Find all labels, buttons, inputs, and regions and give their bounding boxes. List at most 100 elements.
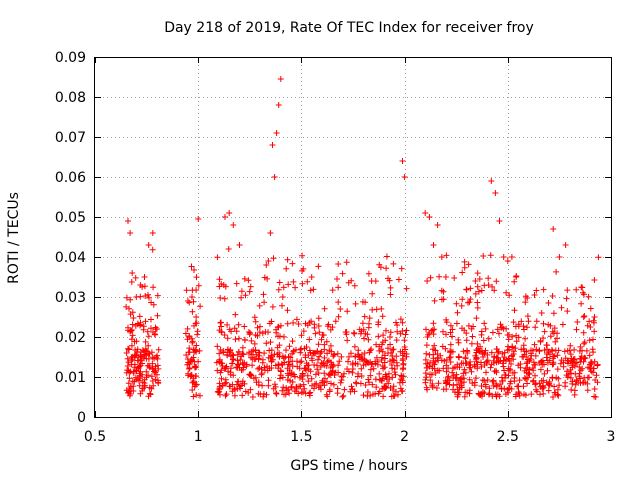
data-point <box>329 368 336 375</box>
data-point <box>148 373 155 380</box>
data-point <box>458 302 465 309</box>
data-point <box>422 370 429 377</box>
data-point <box>540 335 546 342</box>
data-point <box>289 260 296 267</box>
data-point <box>447 354 454 360</box>
data-point <box>506 292 513 299</box>
data-point <box>373 384 380 391</box>
data-point <box>593 372 600 379</box>
data-point <box>193 314 200 320</box>
data-point <box>130 315 137 321</box>
data-point <box>215 389 222 396</box>
data-point <box>126 375 133 382</box>
data-point <box>271 381 278 388</box>
data-point <box>146 294 152 301</box>
data-point <box>373 354 380 361</box>
data-point <box>131 352 138 359</box>
data-point <box>461 379 467 386</box>
y-axis-tick-labels: 0 0.01 0.02 0.03 0.04 0.05 0.06 0.07 0.08 0.09 <box>55 50 86 426</box>
data-point <box>317 382 324 389</box>
data-point <box>503 325 510 332</box>
data-point <box>358 328 365 335</box>
data-point <box>221 332 228 338</box>
data-point <box>513 338 520 345</box>
data-point <box>553 268 560 275</box>
data-point <box>458 384 465 391</box>
data-point <box>457 376 464 383</box>
data-point <box>194 331 201 338</box>
data-point <box>335 284 342 291</box>
data-point <box>541 328 548 335</box>
data-point <box>591 277 598 283</box>
data-point <box>561 348 568 355</box>
data-point <box>312 371 319 378</box>
data-point <box>351 330 358 337</box>
data-point <box>346 353 352 360</box>
data-point <box>453 320 460 327</box>
data-point <box>295 321 302 327</box>
data-point <box>460 360 467 367</box>
data-point <box>234 364 241 371</box>
data-point <box>449 333 456 340</box>
data-point <box>237 356 244 363</box>
data-point <box>197 303 204 310</box>
data-point <box>235 321 242 328</box>
data-point <box>264 275 271 282</box>
data-point <box>383 327 389 334</box>
data-point <box>257 391 264 398</box>
data-point <box>426 351 433 358</box>
data-point <box>390 346 397 353</box>
data-point <box>531 292 538 298</box>
data-point <box>387 329 394 336</box>
data-point <box>424 334 431 340</box>
data-point <box>236 242 243 248</box>
data-point <box>365 270 372 277</box>
data-point <box>305 378 312 385</box>
data-point <box>320 379 327 386</box>
data-point <box>276 349 283 356</box>
data-point <box>265 377 272 384</box>
data-point <box>242 337 248 344</box>
data-point <box>367 347 374 354</box>
data-point <box>149 246 156 253</box>
data-point <box>320 332 327 339</box>
data-point <box>429 384 436 391</box>
data-point <box>311 362 318 368</box>
data-point <box>319 360 326 367</box>
data-point <box>284 320 291 327</box>
data-point <box>572 370 579 377</box>
data-point <box>430 320 437 327</box>
data-point <box>489 378 496 385</box>
data-point <box>306 392 313 399</box>
data-point <box>189 387 196 393</box>
data-point <box>145 393 152 400</box>
data-point <box>256 329 263 336</box>
data-point <box>230 222 237 228</box>
data-point <box>236 383 243 390</box>
data-point <box>137 282 144 288</box>
data-point <box>451 389 458 396</box>
data-point <box>463 286 470 293</box>
data-point <box>370 391 376 398</box>
data-point <box>564 308 571 315</box>
data-point <box>508 254 515 260</box>
data-point <box>255 356 262 363</box>
data-point <box>245 389 252 396</box>
data-point <box>474 299 481 306</box>
data-point <box>476 276 483 282</box>
data-point <box>397 330 404 337</box>
data-point <box>468 368 475 375</box>
data-point <box>474 270 481 277</box>
data-point <box>522 335 529 342</box>
data-point <box>277 322 284 329</box>
data-point <box>134 357 141 364</box>
data-point <box>506 331 512 338</box>
data-point <box>143 355 150 362</box>
data-point <box>506 385 513 392</box>
data-point <box>299 280 306 287</box>
data-point <box>481 320 488 327</box>
data-point <box>521 391 527 398</box>
data-point <box>424 386 431 393</box>
data-point <box>337 306 344 312</box>
